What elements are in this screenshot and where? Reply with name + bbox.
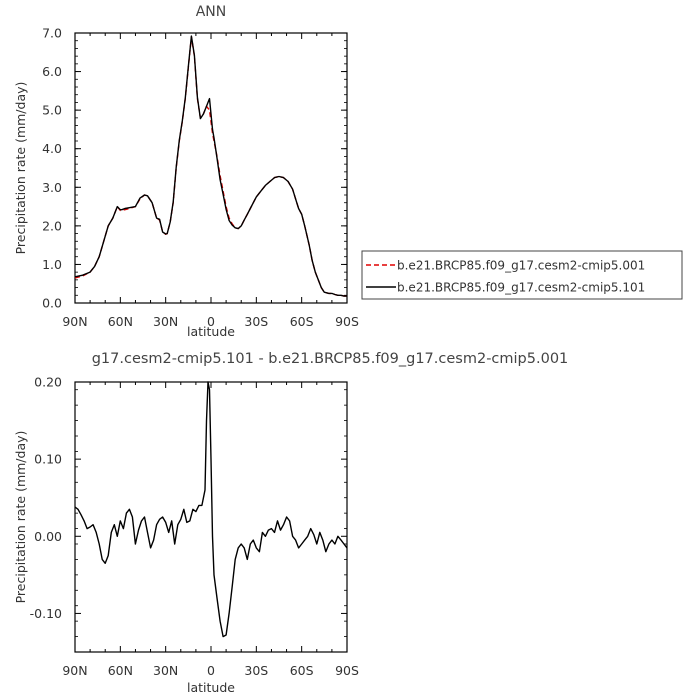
y-axis-label: Precipitation rate (mm/day) xyxy=(13,82,28,255)
x-tick-label: 60S xyxy=(290,314,314,329)
chart-panel-mean: ANN 90N 60N 30N 0 30S 60S 90S 0.0 1.0 2.0 3.0 4.0 5.0… xyxy=(13,4,359,339)
y-tick-label: 3.0 xyxy=(42,180,62,195)
x-tick-label: 30S xyxy=(244,314,268,329)
x-tick-label: 30N xyxy=(153,663,178,678)
x-tick-label: 30N xyxy=(153,314,178,329)
x-tick-label: 30S xyxy=(244,663,268,678)
x-tick-label: 60N xyxy=(108,314,133,329)
x-axis-label: latitude xyxy=(187,324,235,339)
chart-title: g17.cesm2-cmip5.101 - b.e21.BRCP85.f09_g… xyxy=(92,351,569,367)
chart-panel-difference: g17.cesm2-cmip5.101 - b.e21.BRCP85.f09_g… xyxy=(13,351,568,695)
legend-label-0: b.e21.BRCP85.f09_g17.cesm2-cmip5.001 xyxy=(397,259,645,273)
y-tick-label: 7.0 xyxy=(42,26,62,41)
y-tick-label: 4.0 xyxy=(42,141,62,156)
y-tick-label: 0.00 xyxy=(34,529,62,544)
plot-frame xyxy=(74,32,348,304)
series-line-0 xyxy=(74,36,347,297)
x-tick-label: 90S xyxy=(335,663,359,678)
x-axis-label: latitude xyxy=(187,680,235,695)
x-tick-label: 0 xyxy=(207,314,215,329)
y-tick-label: 0.10 xyxy=(34,452,62,467)
chart-title: ANN xyxy=(196,4,227,20)
y-axis-label: Precipitation rate (mm/day) xyxy=(13,431,28,604)
y-tick-label: 6.0 xyxy=(42,64,62,79)
y-tick-label: 0.0 xyxy=(42,296,62,311)
y-tick-label: 5.0 xyxy=(42,103,62,118)
x-tick-label: 90N xyxy=(62,663,87,678)
y-tick-label: 1.0 xyxy=(42,257,62,272)
x-tick-label: 60S xyxy=(290,663,314,678)
series-line-1 xyxy=(74,35,347,297)
x-tick-label: 60N xyxy=(108,663,133,678)
legend: b.e21.BRCP85.f09_g17.cesm2-cmip5.001 b.e2… xyxy=(361,250,683,300)
y-tick-label: 0.20 xyxy=(34,375,62,390)
x-tick-label: 0 xyxy=(207,663,215,678)
plot-frame xyxy=(74,381,348,653)
x-tick-label: 90S xyxy=(335,314,359,329)
y-tick-label: -0.10 xyxy=(30,606,62,621)
y-tick-label: 2.0 xyxy=(42,218,62,233)
series-line-0 xyxy=(74,381,348,638)
legend-box xyxy=(361,250,683,300)
legend-label-1: b.e21.BRCP85.f09_g17.cesm2-cmip5.101 xyxy=(397,281,645,295)
x-tick-label: 90N xyxy=(62,314,87,329)
